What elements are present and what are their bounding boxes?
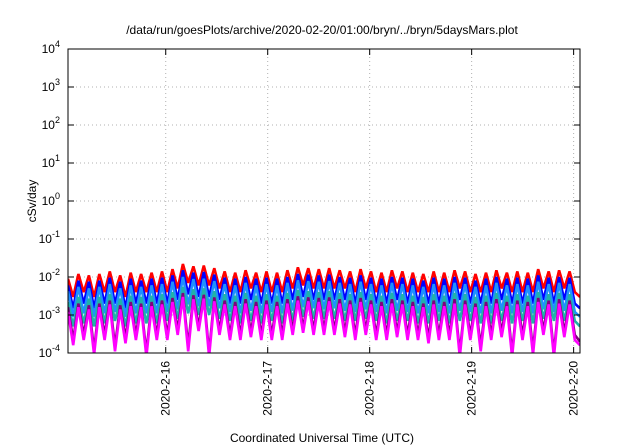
x-tick-label: 2020-2-20 <box>567 361 581 416</box>
series-line-3 <box>68 276 580 318</box>
x-tick-label: 2020-2-16 <box>159 361 173 416</box>
x-axis: 2020-2-16 2020-2-17 2020-2-18 2020-2-19 2020… <box>159 49 581 416</box>
y-tick-label: 10-1 <box>39 229 60 246</box>
x-tick-label: 2020-2-18 <box>363 361 377 416</box>
y-axis-label: cSv/day <box>25 180 39 223</box>
series-line-6 <box>68 296 580 353</box>
chart-title: /data/run/goesPlots/archive/2020-02-20/0… <box>126 23 518 37</box>
x-axis-label: Coordinated Universal Time (UTC) <box>230 431 414 445</box>
y-tick-label: 102 <box>42 115 60 132</box>
y-tick-label: 10-2 <box>39 267 60 284</box>
x-tick-label: 2020-2-17 <box>261 361 275 416</box>
y-tick-label: 104 <box>42 39 60 56</box>
series-line-1 <box>68 263 580 298</box>
x-tick-label: 2020-2-19 <box>465 361 479 416</box>
y-tick-label: 10-4 <box>39 343 60 360</box>
y-tick-label: 10-3 <box>39 305 60 322</box>
y-tick-label: 103 <box>42 77 60 94</box>
y-axis: 10-4 10-3 10-2 10-1 100 101 102 103 104 <box>39 39 580 360</box>
series-group <box>68 263 580 353</box>
y-tick-label: 101 <box>42 153 60 170</box>
y-tick-label: 100 <box>42 191 60 208</box>
